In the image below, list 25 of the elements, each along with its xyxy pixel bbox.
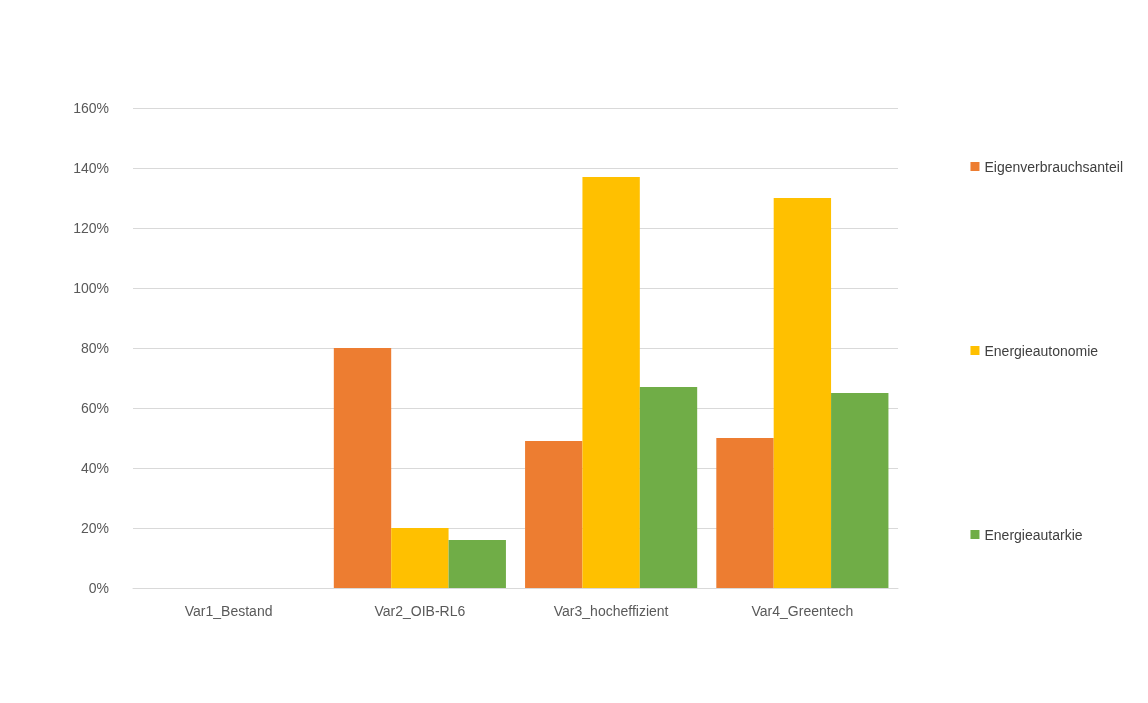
bar (333, 348, 392, 588)
y-tick-label: 60% (80, 400, 109, 416)
bar (391, 528, 449, 588)
bar (525, 441, 583, 588)
y-tick-label: 120% (73, 220, 109, 236)
x-tick-label: Var2_OIB-RL6 (374, 603, 466, 619)
bar (716, 438, 774, 588)
y-tick-label: 20% (80, 520, 109, 536)
bar (773, 198, 832, 588)
legend-label: Energieautarkie (984, 526, 1083, 543)
bar (448, 540, 506, 588)
y-tick-label: 100% (73, 280, 109, 296)
y-tick-label: 140% (73, 160, 109, 176)
y-tick-label: 80% (80, 340, 109, 356)
bar (831, 393, 889, 588)
x-tick-label: Var1_Bestand (184, 603, 273, 619)
legend-label: Energieautonomie (984, 342, 1099, 359)
bar (639, 387, 698, 588)
bar (582, 177, 640, 588)
y-tick-label: 40% (80, 460, 109, 476)
x-tick-label: Var3_hocheffizient (553, 603, 669, 619)
y-tick-label: 160% (73, 100, 109, 116)
y-tick-label: 0% (88, 580, 109, 596)
x-tick-label: Var4_Greentech (751, 603, 854, 619)
legend-label: Eigenverbrauchsanteil (984, 158, 1123, 175)
